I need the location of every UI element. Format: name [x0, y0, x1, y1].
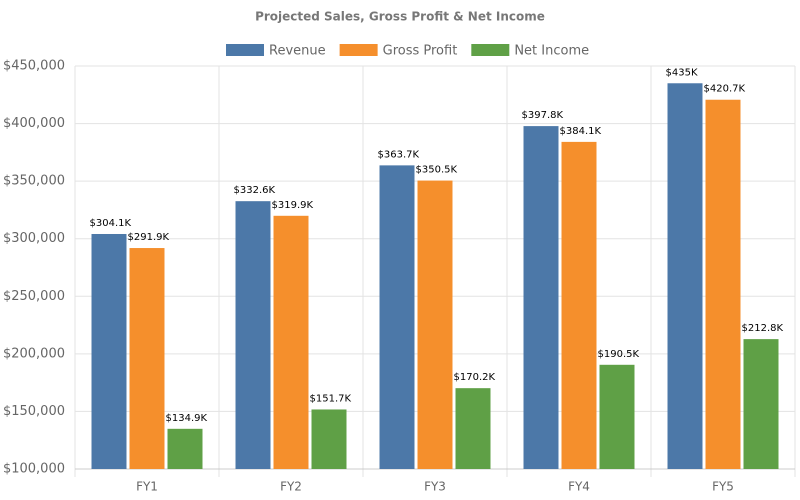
value-label: $319.9K [272, 200, 314, 211]
value-label: $420.7K [704, 84, 746, 95]
y-tick-label: $450,000 [3, 59, 65, 74]
x-tick-label: FY5 [712, 480, 734, 494]
value-label: $384.1K [560, 126, 602, 137]
y-tick-label: $100,000 [3, 462, 65, 477]
value-label: $190.5K [598, 349, 640, 360]
bar [91, 233, 127, 469]
value-label: $291.9K [128, 232, 170, 243]
bar [599, 364, 635, 469]
y-tick-label: $300,000 [3, 231, 65, 246]
y-tick-label: $350,000 [3, 174, 65, 189]
bar [273, 215, 309, 469]
y-tick-label: $250,000 [3, 289, 65, 304]
chart-title: Projected Sales, Gross Profit & Net Inco… [255, 10, 545, 24]
x-tick-label: FY2 [280, 480, 302, 494]
legend-label: Revenue [269, 44, 326, 59]
bar [311, 409, 347, 469]
bar [455, 388, 491, 469]
legend-swatch [471, 44, 510, 56]
value-label: $212.8K [742, 323, 784, 334]
legend-swatch [339, 44, 378, 56]
bar [417, 180, 453, 469]
value-label: $332.6K [234, 185, 276, 196]
x-tick-label: FY1 [136, 480, 158, 494]
bar [523, 126, 559, 470]
value-label: $350.5K [416, 165, 458, 176]
legend-swatch [226, 44, 264, 56]
value-label: $363.7K [378, 149, 420, 160]
x-tick-label: FY3 [424, 480, 446, 494]
x-tick-label: FY4 [568, 480, 590, 494]
value-label: $435K [666, 67, 698, 78]
legend-label: Gross Profit [383, 44, 458, 59]
value-label: $397.8K [522, 110, 564, 121]
value-label: $170.2K [454, 372, 496, 383]
legend-label: Net Income [514, 44, 589, 59]
bar [167, 428, 203, 469]
bar [667, 83, 703, 470]
y-tick-label: $400,000 [3, 116, 65, 131]
bar [235, 201, 271, 469]
bar [129, 248, 165, 469]
value-label: $151.7K [310, 393, 352, 404]
bar [561, 141, 597, 469]
bar [705, 99, 741, 470]
value-label: $304.1K [90, 218, 132, 229]
y-tick-label: $200,000 [3, 346, 65, 361]
bar [743, 339, 779, 469]
value-label: $134.9K [166, 413, 208, 424]
y-tick-label: $150,000 [3, 404, 65, 419]
bar [379, 165, 415, 469]
